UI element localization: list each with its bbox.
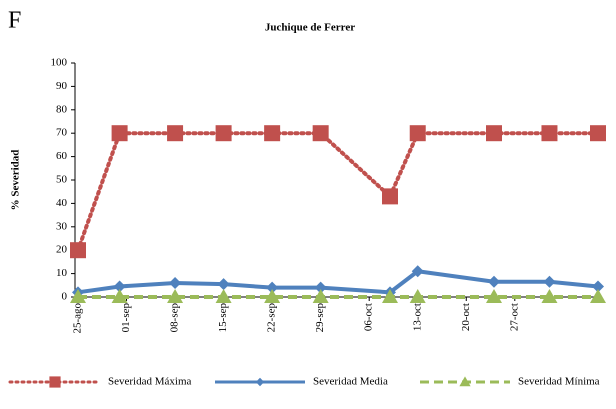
data-point [266,281,279,294]
data-point [409,125,426,142]
series-line [77,269,599,295]
x-tick-label: 29-sep [314,303,326,333]
data-point [592,280,604,293]
y-tick-label: 80 [56,103,68,115]
x-tick-label: 01-sep [120,303,132,333]
y-tick-label: 100 [51,57,68,69]
data-point [541,289,558,303]
y-tick-label: 20 [56,244,68,256]
data-point [215,125,232,142]
data-point [113,280,126,293]
series-line [76,131,600,253]
data-point [486,289,502,303]
x-tick-label: 27-oct [508,303,520,331]
data-point [167,125,184,142]
data-point [215,289,232,303]
legend-label: Severidad Máxima [108,376,192,388]
data-point [590,289,606,303]
y-axis-label: % Severidad [10,150,22,211]
data-point [486,125,502,142]
x-tick-label: 20-oct [460,303,472,331]
x-tick-label: 08-sep [169,303,181,333]
x-tick-label: 06-oct [363,303,375,331]
x-tick-label: 13-oct [411,303,423,331]
data-point [488,275,500,288]
legend-marker [255,377,265,387]
x-tick-label: 22-sep [266,303,278,333]
data-point [409,289,426,303]
y-tick-label: 90 [56,80,68,92]
data-point [70,242,86,259]
data-point [314,281,327,294]
data-point [382,289,398,303]
data-point [543,275,556,288]
x-tick-label: 15-sep [217,303,229,333]
data-point [411,265,424,278]
data-point [167,289,184,303]
data-point [590,125,606,142]
data-point [70,289,86,303]
x-tick-label: 25-ago [72,303,84,334]
data-point [541,125,558,142]
y-tick-label: 0 [62,291,68,303]
chart-title: Juchique de Ferrer [265,22,355,34]
data-point [111,289,128,303]
y-tick-label: 70 [56,127,68,139]
data-point [169,276,182,289]
legend-marker [49,376,61,388]
y-tick-label: 10 [56,267,68,279]
data-point [111,125,128,142]
data-point [217,278,230,291]
data-point [312,125,329,142]
legend-label: Severidad Media [313,376,388,388]
y-tick-label: 40 [56,197,68,209]
legend-marker [459,376,471,387]
y-tick-label: 60 [56,150,68,162]
data-point [312,289,329,303]
data-point [382,188,398,205]
panel-label: F [8,8,21,34]
data-point [264,125,281,142]
y-tick-label: 30 [56,220,68,232]
legend-label: Severidad Mínima [518,376,600,388]
data-point [264,289,281,303]
y-tick-label: 50 [56,174,68,186]
